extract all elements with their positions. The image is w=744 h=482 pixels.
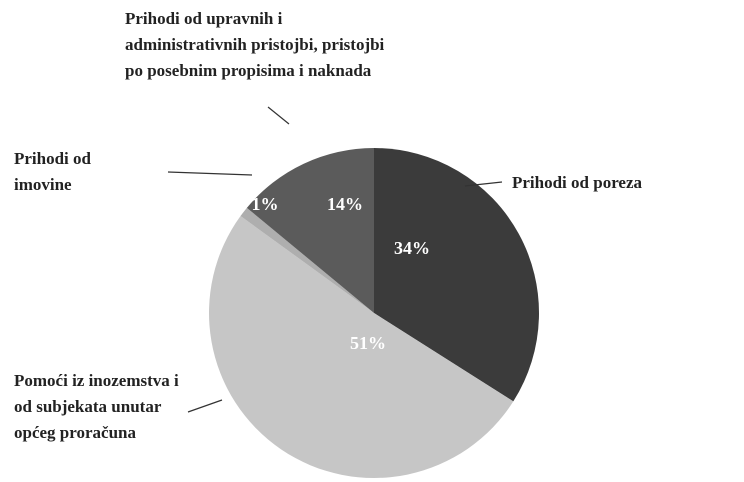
- pie-slice: [374, 148, 539, 402]
- pie-slice: [208, 216, 514, 479]
- leader-line: [187, 399, 223, 413]
- pie-slice: [240, 207, 374, 313]
- value-label: 14%: [327, 194, 363, 214]
- leader-line: [167, 171, 253, 176]
- pie-slice: [246, 148, 374, 313]
- leader-line: [464, 181, 503, 187]
- value-label: 51%: [350, 333, 386, 353]
- category-label: Pomoći iz inozemstva i od subjekata unut…: [14, 371, 179, 442]
- category-label: Prihodi od upravnih i administrativnih p…: [125, 9, 385, 80]
- category-label: Prihodi od imovine: [14, 149, 91, 194]
- category-label: Prihodi od poreza: [512, 173, 643, 192]
- leader-line: [267, 106, 290, 125]
- value-label: 34%: [394, 238, 430, 258]
- value-label: 1%: [252, 194, 279, 214]
